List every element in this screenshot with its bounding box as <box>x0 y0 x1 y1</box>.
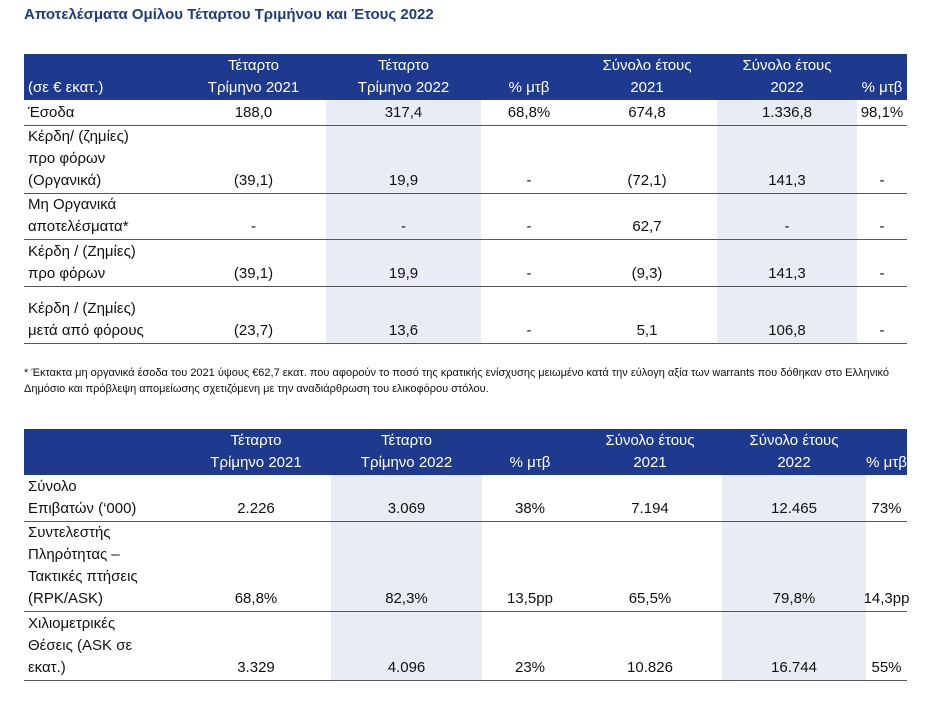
operational-metrics-table: Τέταρτο Τρίμηνο 2021 Τέταρτο Τρίμηνο 202… <box>24 429 910 681</box>
header-cell: Τέταρτο Τρίμηνο 2021 <box>207 57 300 96</box>
table-cell: - <box>526 322 532 339</box>
table-cell: 7.194 <box>631 500 669 517</box>
table-cell: 14,3pp <box>863 590 910 607</box>
table-cell: 23% <box>514 659 546 676</box>
header-cell: Τέταρτο Τρίμηνο 2022 <box>357 57 450 96</box>
table-cell: - <box>526 218 532 235</box>
table-cell: 13,6 <box>326 287 481 343</box>
financial-results-table: (σε € εκατ.) Τέταρτο Τρίμηνο 2021 Τέταρτ… <box>24 54 907 344</box>
table-cell: (23,7) <box>233 322 274 339</box>
table-cell: 62,7 <box>632 218 662 235</box>
table-row: Χιλιομετρικές Θέσεις (ASK σε εκατ.) 3.32… <box>24 612 907 681</box>
row-label: Σύνολο Επιβατών (‘000) <box>28 478 137 517</box>
table-cell: 55% <box>871 659 902 676</box>
table-cell: 141,3 <box>717 126 857 193</box>
table-cell: 16.744 <box>722 612 866 680</box>
table-cell: 1.336,8 <box>717 100 857 125</box>
table-cell: - <box>526 172 532 189</box>
table-cell: - <box>879 265 885 282</box>
table-cell: 12.465 <box>722 475 866 521</box>
table-cell: 19,9 <box>326 126 481 193</box>
header-cell: (σε € εκατ.) <box>28 79 104 96</box>
table-cell: - <box>879 218 885 235</box>
table-cell: 5,1 <box>636 322 658 339</box>
table-cell: 38% <box>514 500 546 517</box>
table-cell: 13,5pp <box>507 590 553 607</box>
table-cell: 4.096 <box>331 612 482 680</box>
row-label: Κέρδη / (Ζημίες) μετά από φόρους <box>28 300 144 339</box>
row-label: Μη Οργανικά αποτελέσματα* <box>28 196 129 235</box>
table-row: Μη Οργανικά αποτελέσματα* - - - 62,7 - - <box>24 194 907 240</box>
row-label: Κέρδη/ (ζημίες) προ φόρων (Οργανικά) <box>28 128 129 189</box>
header-cell <box>24 429 181 475</box>
table-cell: (39,1) <box>233 172 274 189</box>
footnote: * Έκτακτα μη οργανικά έσοδα του 2021 ύψο… <box>24 367 890 395</box>
table-cell: 68,8% <box>234 590 278 607</box>
header-cell: % μτβ <box>509 454 551 471</box>
table-header: Τέταρτο Τρίμηνο 2021 Τέταρτο Τρίμηνο 202… <box>24 429 907 475</box>
header-cell: % μτβ <box>866 454 907 471</box>
header-cell: Τέταρτο Τρίμηνο 2022 <box>360 432 453 471</box>
table-header: (σε € εκατ.) Τέταρτο Τρίμηνο 2021 Τέταρτ… <box>24 54 907 100</box>
table-cell: - <box>526 265 532 282</box>
table-cell: 3.329 <box>237 659 275 676</box>
row-label: Χιλιομετρικές Θέσεις (ASK σε εκατ.) <box>28 615 133 676</box>
row-label: Συντελεστής Πληρότητας – Τακτικές πτήσει… <box>28 524 138 607</box>
table-cell: (9,3) <box>631 265 663 282</box>
table-cell: - <box>326 194 481 239</box>
table-cell: 68,8% <box>507 104 551 121</box>
table-row: Κέρδη / (Ζημίες) προ φόρων (39,1) 19,9 -… <box>24 240 907 287</box>
header-cell: % μτβ <box>861 79 903 96</box>
table-cell: 141,3 <box>717 240 857 286</box>
table-cell: 674,8 <box>628 104 666 121</box>
table-cell: 106,8 <box>717 287 857 343</box>
table-cell: 82,3% <box>331 522 482 611</box>
table-cell: 73% <box>871 500 902 517</box>
header-cell: Σύνολο έτους 2022 <box>742 57 832 96</box>
table-cell: - <box>879 322 885 339</box>
header-cell: Σύνολο έτους 2022 <box>749 432 839 471</box>
table-row: Έσοδα 188,0 317,4 68,8% 674,8 1.336,8 98… <box>24 100 907 126</box>
table-cell: - <box>879 172 885 189</box>
table-row: Κέρδη/ (ζημίες) προ φόρων (Οργανικά) (39… <box>24 126 907 194</box>
row-label: Έσοδα <box>28 104 75 121</box>
table-cell: 98,1% <box>860 104 904 121</box>
table-cell: 65,5% <box>628 590 672 607</box>
table-cell: (39,1) <box>233 265 274 282</box>
table-cell: - <box>717 194 857 239</box>
row-label: Κέρδη / (Ζημίες) προ φόρων <box>28 243 136 282</box>
table-cell: - <box>251 218 256 235</box>
header-cell: Σύνολο έτους 2021 <box>605 432 695 471</box>
table-row: Σύνολο Επιβατών (‘000) 2.226 3.069 38% 7… <box>24 475 907 522</box>
page-title: Αποτελέσματα Ομίλου Τέταρτου Τριμήνου κα… <box>24 6 434 23</box>
table-cell: 2.226 <box>237 500 275 517</box>
table-row: Κέρδη / (Ζημίες) μετά από φόρους (23,7) … <box>24 287 907 344</box>
table-cell: 19,9 <box>326 240 481 286</box>
table-cell: 79,8% <box>722 522 866 611</box>
header-cell: Σύνολο έτους 2021 <box>602 57 692 96</box>
table-cell: 317,4 <box>326 100 481 125</box>
table-cell: (72,1) <box>627 172 667 189</box>
header-cell: Τέταρτο Τρίμηνο 2021 <box>210 432 302 471</box>
table-cell: 188,0 <box>234 104 273 121</box>
table-cell: 3.069 <box>331 475 482 521</box>
table-cell: 10.826 <box>627 659 673 676</box>
table-row: Συντελεστής Πληρότητας – Τακτικές πτήσει… <box>24 522 910 612</box>
header-cell: % μτβ <box>508 79 550 96</box>
